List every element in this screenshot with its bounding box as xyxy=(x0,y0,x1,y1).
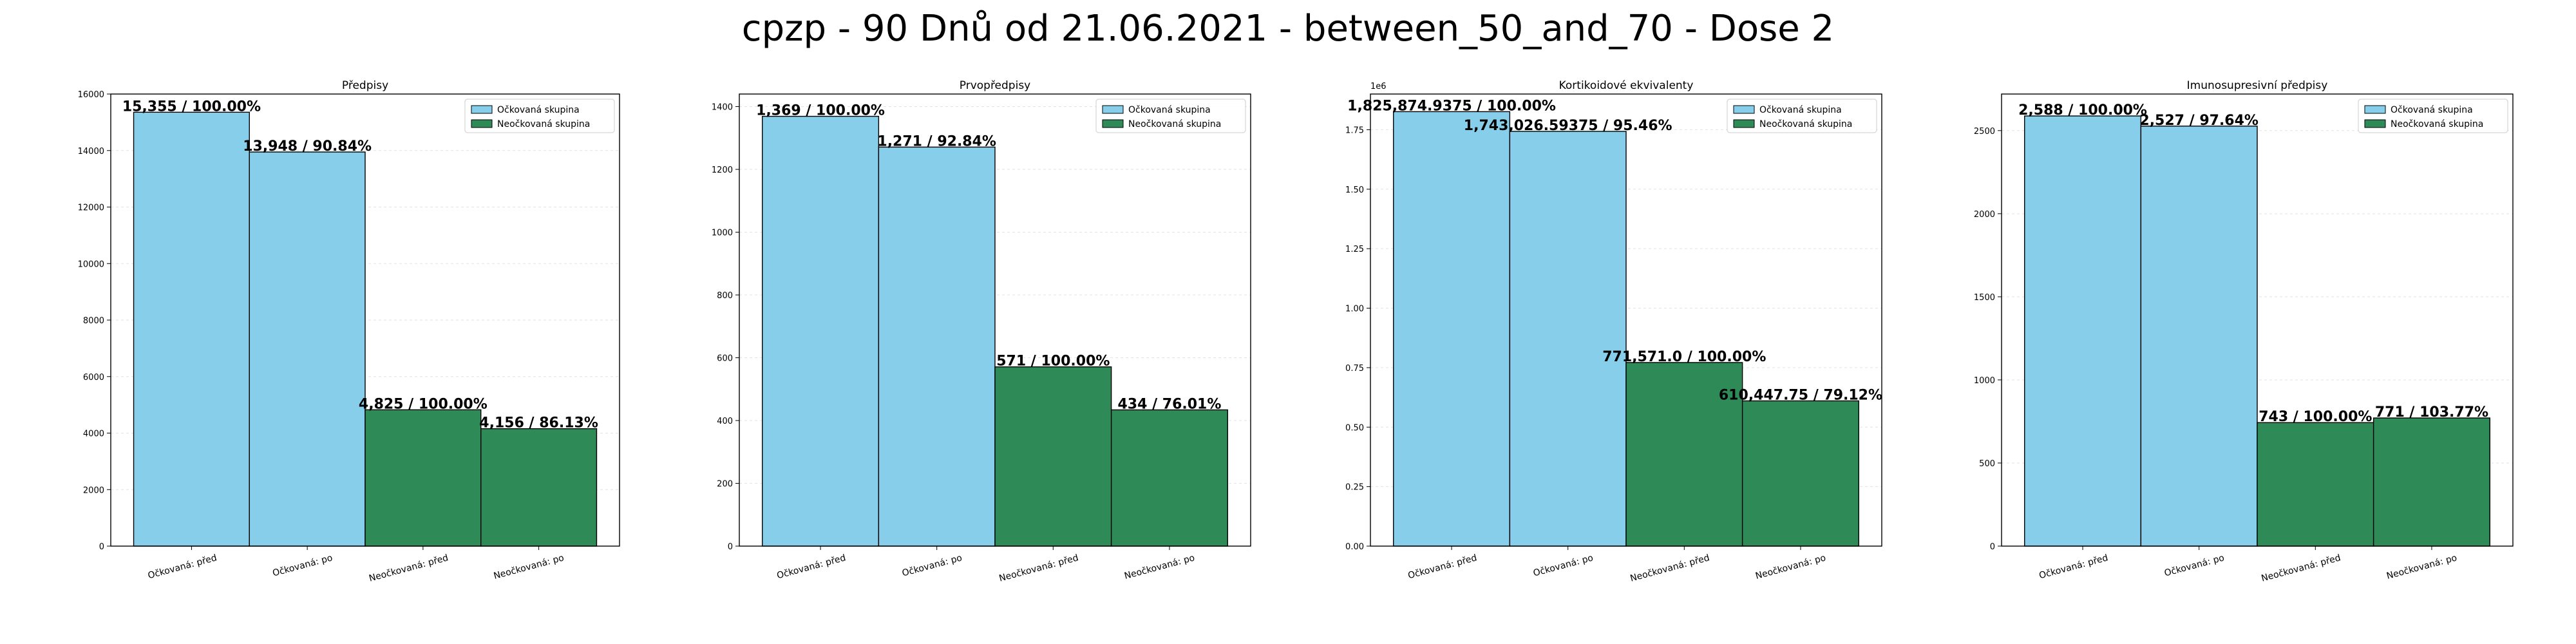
y-tick-label: 0 xyxy=(99,542,104,552)
legend-swatch xyxy=(1733,119,1755,128)
y-tick-label: 1.50 xyxy=(1345,185,1364,195)
legend-label: Neočkovaná skupina xyxy=(497,119,590,129)
bar xyxy=(878,146,996,547)
y-tick-label: 10000 xyxy=(78,260,104,269)
bar xyxy=(133,111,250,547)
data-label: 2,588 / 100.00% xyxy=(2018,102,2147,118)
bar xyxy=(1110,409,1228,547)
legend-box xyxy=(464,99,615,133)
y-tick-label: 2000 xyxy=(1974,210,1995,220)
legend-box xyxy=(1095,99,1246,133)
y-tick-label: 4000 xyxy=(83,430,104,439)
data-label: 1,369 / 100.00% xyxy=(756,103,885,119)
bar xyxy=(1393,111,1511,547)
y-tick-label: 400 xyxy=(717,417,733,426)
y-tick-label: 0 xyxy=(728,542,733,552)
axes-frame xyxy=(2001,93,2514,547)
y-tick-label: 0 xyxy=(1990,542,1995,552)
bar xyxy=(994,366,1112,547)
data-label: 571 / 100.00% xyxy=(996,354,1110,370)
y-tick-label: 1500 xyxy=(1974,293,1995,303)
y-tick-label: 0.50 xyxy=(1345,423,1364,433)
y-tick-label: 8000 xyxy=(83,316,104,326)
y-tick-label: 1200 xyxy=(712,166,733,175)
legend-label: Očkovaná skupina xyxy=(2391,105,2473,115)
chart-title: Imunosupresivní předpisy xyxy=(2187,79,2328,92)
data-label: 1,271 / 92.84% xyxy=(877,133,996,149)
legend-label: Očkovaná skupina xyxy=(1759,105,1842,115)
data-label: 4,825 / 100.00% xyxy=(359,396,488,412)
y-tick-label: 0.00 xyxy=(1345,542,1364,552)
legend-label: Očkovaná skupina xyxy=(497,105,580,115)
legend-swatch xyxy=(1733,105,1755,114)
y-tick-label: 1.00 xyxy=(1345,305,1364,314)
chart-panel-1: Předpisy 15,355 / 100.00% 13,948 / 90.84% 4… xyxy=(78,79,620,584)
bar xyxy=(480,428,598,547)
axes-frame xyxy=(110,93,620,547)
chart-title: Předpisy xyxy=(342,79,388,92)
legend-label: Neočkovaná skupina xyxy=(2391,119,2483,129)
data-label: 434 / 76.01% xyxy=(1117,396,1221,412)
y-tick-label: 16000 xyxy=(78,90,104,100)
data-label: 2,527 / 97.64% xyxy=(2139,113,2259,129)
legend-label: Neočkovaná skupina xyxy=(1759,119,1852,129)
y-tick-label: 1000 xyxy=(1974,376,1995,386)
legend-box xyxy=(1727,99,1877,133)
bar xyxy=(1509,131,1627,547)
chart-title: Prvopředpisy xyxy=(960,79,1031,92)
y-tick-label: 0.25 xyxy=(1345,483,1364,493)
legend-swatch xyxy=(2364,119,2386,128)
y-tick-label: 200 xyxy=(717,480,733,489)
data-label: 610,447.75 / 79.12% xyxy=(1719,387,1882,403)
data-label: 1,825,874.9375 / 100.00% xyxy=(1347,98,1556,114)
y-tick-label: 14000 xyxy=(78,147,104,156)
y-tick-label: 6000 xyxy=(83,373,104,383)
y-tick-label: 1.75 xyxy=(1345,126,1364,135)
y-tick-label: 600 xyxy=(717,354,733,364)
bar xyxy=(1741,400,1859,547)
legend-box xyxy=(2358,99,2508,133)
legend-swatch xyxy=(1102,119,1124,128)
bar xyxy=(2372,417,2490,547)
axes-frame xyxy=(739,93,1251,547)
y-tick-label: 2500 xyxy=(1974,127,1995,137)
bar xyxy=(2257,422,2374,547)
y-tick-label: 800 xyxy=(717,291,733,301)
bar xyxy=(2140,126,2258,547)
chart-title: Kortikoidové ekvivalenty xyxy=(1559,79,1694,92)
y-offset-label: 1e6 xyxy=(1370,82,1387,91)
panels: Předpisy 15,355 / 100.00% 13,948 / 90.84% 4… xyxy=(78,79,2514,584)
bar xyxy=(1625,362,1743,547)
y-tick-label: 12000 xyxy=(78,204,104,213)
bar xyxy=(249,151,366,547)
legend-swatch xyxy=(471,105,493,114)
y-tick-label: 0.75 xyxy=(1345,364,1364,374)
data-label: 771,571.0 / 100.00% xyxy=(1602,349,1766,365)
legend-swatch xyxy=(471,119,493,128)
data-label: 13,948 / 90.84% xyxy=(243,138,372,155)
y-tick-label: 2000 xyxy=(83,486,104,495)
axes-frame xyxy=(1370,93,1882,547)
data-label: 771 / 103.77% xyxy=(2375,404,2488,421)
y-tick-label: 1.25 xyxy=(1345,245,1364,254)
data-label: 1,743,026.59375 / 95.46% xyxy=(1464,118,1672,134)
y-tick-label: 1400 xyxy=(712,103,733,113)
y-tick-label: 1000 xyxy=(712,229,733,238)
legend-swatch xyxy=(2364,105,2386,114)
legend-label: Očkovaná skupina xyxy=(1128,105,1211,115)
y-tick-label: 500 xyxy=(1979,459,1995,469)
data-label: 4,156 / 86.13% xyxy=(479,415,598,431)
data-label: 743 / 100.00% xyxy=(2259,409,2372,425)
figure-suptitle: cpzp - 90 Dnů od 21.06.2021 - between_50… xyxy=(742,8,1834,50)
legend-swatch xyxy=(1102,105,1124,114)
bar xyxy=(365,409,482,547)
bar xyxy=(762,115,880,547)
data-label: 15,355 / 100.00% xyxy=(122,99,261,115)
bar xyxy=(2024,115,2142,547)
legend-label: Neočkovaná skupina xyxy=(1128,119,1221,129)
